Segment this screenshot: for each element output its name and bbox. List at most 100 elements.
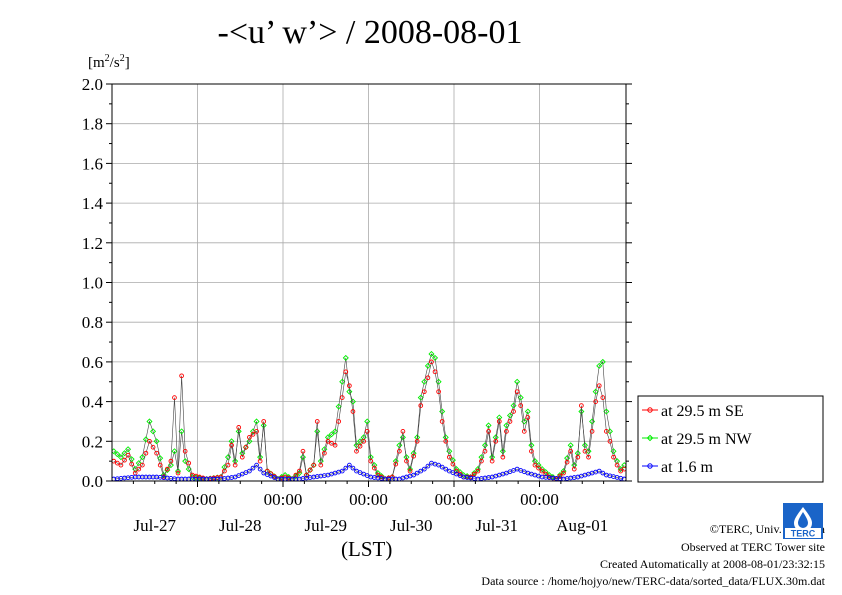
data-point	[260, 422, 267, 429]
data-point	[435, 378, 442, 385]
data-point	[425, 375, 431, 381]
data-point	[243, 444, 249, 450]
data-point	[347, 462, 352, 468]
created-text: Created Automatically at 2008-08-01/23:3…	[600, 557, 825, 571]
legend-marker	[647, 463, 653, 469]
data-point	[332, 442, 338, 448]
data-point	[393, 461, 399, 467]
data-point	[122, 457, 127, 463]
data-point	[450, 461, 456, 467]
data-point	[400, 429, 406, 434]
data-point	[361, 438, 366, 444]
data-point	[529, 448, 534, 454]
legend-box	[637, 395, 824, 483]
data-point	[332, 428, 339, 435]
x-tick-label: 00:00	[349, 490, 388, 509]
data-point	[536, 465, 541, 471]
data-point	[343, 465, 349, 471]
data-point	[425, 463, 431, 469]
y-axis-label: [m2/s2]	[88, 53, 130, 71]
legend-label: at 29.5 m SE	[661, 403, 744, 420]
data-point	[146, 418, 153, 425]
data-point	[431, 354, 439, 361]
data-point	[543, 471, 549, 477]
legend-marker	[646, 434, 654, 442]
data-point	[304, 472, 309, 478]
data-point	[125, 446, 132, 453]
data-point	[517, 394, 524, 401]
data-point	[600, 395, 606, 400]
data-point	[504, 429, 509, 434]
data-point	[532, 462, 538, 468]
data-point	[500, 454, 506, 460]
y-tick-label: 1.6	[82, 154, 103, 173]
data-point	[575, 454, 581, 460]
data-point	[247, 434, 252, 440]
legend-marker	[647, 407, 653, 413]
data-point	[175, 470, 181, 476]
data-point	[399, 434, 406, 441]
data-point	[118, 462, 124, 468]
data-point	[150, 428, 157, 435]
x-tick-label: 00:00	[435, 490, 474, 509]
data-point	[485, 422, 492, 429]
axis-ticks: 0.0 0.2 0.4 0.6 0.8 1.0 1.2 1.4 1.6 1.8 2.0 00:00 00…	[82, 75, 632, 535]
data-point	[621, 466, 626, 472]
data-point	[318, 462, 324, 468]
data-point	[342, 354, 349, 361]
y-tick-label: 1.8	[82, 115, 103, 134]
data-point	[396, 442, 403, 449]
data-point	[503, 422, 510, 429]
data-point	[135, 460, 142, 467]
data-point	[600, 470, 606, 476]
data-point	[439, 419, 445, 424]
y-tick-label: 0.2	[82, 432, 103, 451]
data-point	[150, 444, 156, 450]
data-point	[339, 468, 345, 474]
data-point	[518, 403, 524, 408]
data-point	[564, 459, 570, 465]
data-point	[350, 409, 356, 414]
data-point	[421, 378, 428, 385]
data-point	[343, 369, 349, 375]
data-point	[261, 419, 267, 424]
data-point	[314, 428, 321, 435]
data-point	[439, 464, 445, 470]
data-point	[443, 466, 449, 472]
data-point	[417, 394, 424, 401]
data-point	[539, 468, 545, 474]
logo-text: TERC	[791, 529, 816, 539]
data-point	[250, 432, 256, 437]
data-point	[182, 448, 188, 454]
data-point	[125, 452, 131, 458]
data-point	[250, 465, 256, 471]
data-point	[353, 442, 360, 449]
date-label: Jul-28	[219, 516, 262, 535]
data-point	[525, 415, 531, 420]
data-point	[486, 429, 491, 434]
data-point	[404, 458, 409, 464]
data-point	[496, 419, 502, 424]
date-label: Aug-01	[556, 516, 608, 535]
data-point	[178, 428, 185, 435]
data-point	[428, 350, 435, 357]
data-point	[311, 462, 317, 468]
data-point	[528, 442, 535, 449]
data-point	[596, 362, 603, 369]
data-point	[307, 467, 313, 473]
data-point	[510, 402, 517, 409]
data-point	[579, 403, 584, 408]
terc-logo-icon: TERC	[783, 503, 823, 539]
data-point	[443, 438, 449, 444]
data-point	[368, 458, 374, 464]
data-point	[314, 419, 320, 424]
y-tick-label: 0.4	[82, 393, 104, 412]
data-point	[364, 429, 370, 434]
data-point	[229, 442, 234, 448]
data-point	[479, 458, 484, 464]
data-point	[424, 362, 431, 369]
data-point	[147, 438, 152, 444]
data-point	[186, 460, 192, 466]
data-point	[121, 450, 128, 457]
data-point	[112, 458, 117, 464]
